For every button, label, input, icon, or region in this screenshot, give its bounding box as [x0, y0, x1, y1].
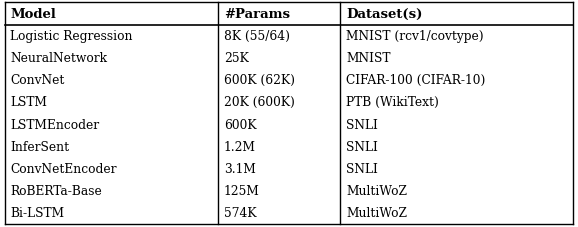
Text: RoBERTa-Base: RoBERTa-Base: [10, 184, 102, 197]
Text: NeuralNetwork: NeuralNetwork: [10, 52, 108, 65]
Text: ConvNetEncoder: ConvNetEncoder: [10, 162, 117, 175]
Text: 20K (600K): 20K (600K): [224, 96, 295, 109]
Text: 8K (55/64): 8K (55/64): [224, 30, 290, 43]
Text: 1.2M: 1.2M: [224, 140, 255, 153]
Text: 125M: 125M: [224, 184, 260, 197]
Text: MultiWoZ: MultiWoZ: [346, 184, 407, 197]
Text: MultiWoZ: MultiWoZ: [346, 206, 407, 219]
Text: PTB (WikiText): PTB (WikiText): [346, 96, 439, 109]
Text: Bi-LSTM: Bi-LSTM: [10, 206, 65, 219]
Text: InferSent: InferSent: [10, 140, 69, 153]
Text: SNLI: SNLI: [346, 140, 378, 153]
Text: Dataset(s): Dataset(s): [346, 8, 423, 21]
Text: 600K: 600K: [224, 118, 256, 131]
Text: SNLI: SNLI: [346, 118, 378, 131]
Text: 574K: 574K: [224, 206, 256, 219]
Text: LSTMEncoder: LSTMEncoder: [10, 118, 99, 131]
Text: 25K: 25K: [224, 52, 249, 65]
Text: 3.1M: 3.1M: [224, 162, 255, 175]
Text: MNIST: MNIST: [346, 52, 391, 65]
Text: SNLI: SNLI: [346, 162, 378, 175]
Text: 600K (62K): 600K (62K): [224, 74, 295, 87]
Text: #Params: #Params: [224, 8, 290, 21]
Text: LSTM: LSTM: [10, 96, 47, 109]
Text: Logistic Regression: Logistic Regression: [10, 30, 133, 43]
Text: CIFAR-100 (CIFAR-10): CIFAR-100 (CIFAR-10): [346, 74, 486, 87]
Text: Model: Model: [10, 8, 56, 21]
Text: MNIST (rcv1/covtype): MNIST (rcv1/covtype): [346, 30, 484, 43]
Text: ConvNet: ConvNet: [10, 74, 65, 87]
